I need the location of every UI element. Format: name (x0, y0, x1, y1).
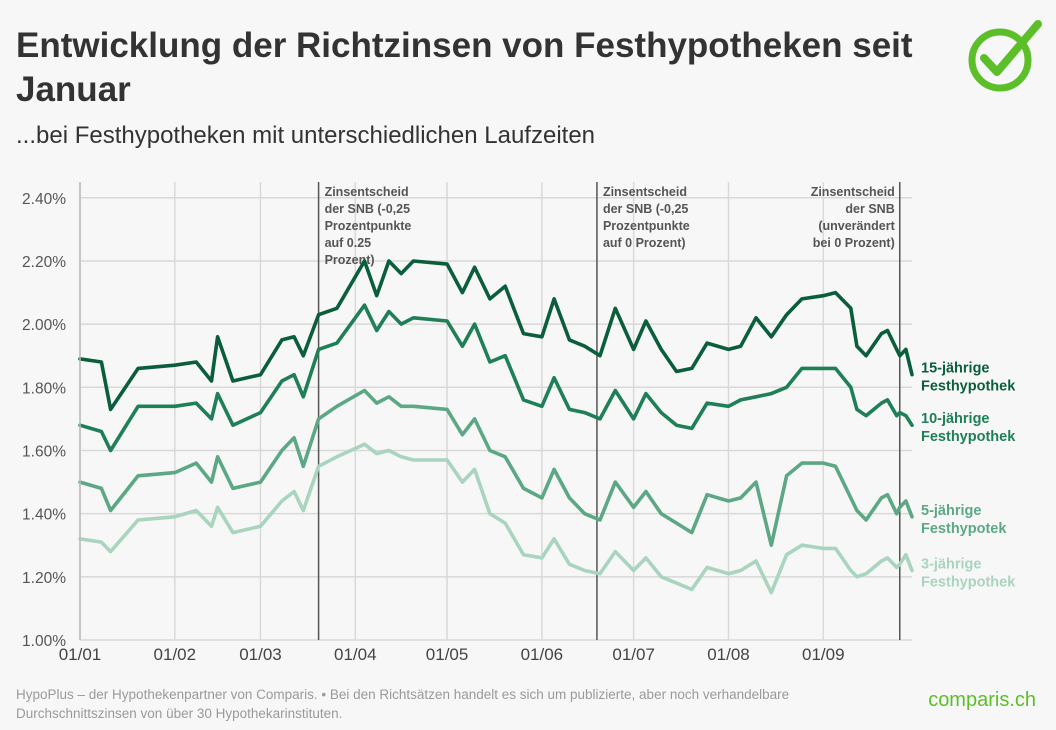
y-tick-label: 1.80% (22, 380, 66, 397)
chart-title: Entwicklung der Richtzinsen von Festhypo… (16, 26, 913, 109)
series-line (78, 442, 914, 595)
x-tick-label: 01/07 (612, 645, 655, 664)
series-labels: 15-jährige Festhypothek 10-jährige Festhypo… (921, 361, 1016, 591)
y-tick-label: 1.60% (22, 443, 66, 460)
y-tick-label: 2.40% (22, 191, 66, 208)
event-markers: Zinsentscheid der SNB (-0,25 Prozentpunkte… (317, 182, 901, 640)
event-annotation-line: Prozentpunkte (325, 219, 412, 233)
event-annotation-line: auf 0.25 (325, 236, 372, 250)
y-tick-label: 2.00% (22, 317, 66, 334)
x-tick-label: 01/04 (334, 645, 377, 664)
series-line (78, 388, 914, 547)
series-label: Festhypothek (921, 379, 1016, 395)
event-annotation-line: auf 0 Prozent) (603, 236, 686, 250)
series-label: 3-jährige (921, 557, 981, 573)
x-tick-label: 01/01 (59, 645, 102, 664)
x-tick-label: 01/06 (521, 645, 564, 664)
series-label: 15-jährige (921, 361, 990, 377)
event-annotation-line: Zinsentscheid (325, 185, 409, 199)
event-annotation-line: der SNB (845, 202, 894, 216)
event-annotation-line: der SNB (-0,25 (325, 202, 410, 216)
event-annotation-line: Prozentpunkte (603, 219, 690, 233)
rate-chart: Zinsentscheid der SNB (-0,25 Prozentpunkte… (22, 182, 1016, 664)
y-tick-label: 2.20% (22, 254, 66, 271)
x-tick-label: 01/05 (426, 645, 469, 664)
x-tick-label: 01/03 (239, 645, 282, 664)
series-line (78, 259, 914, 412)
chart-subtitle: ...bei Festhypotheken mit unterschiedlic… (16, 122, 596, 149)
series-label: 10-jährige (921, 411, 990, 427)
event-annotation-line: Zinsentscheid (603, 185, 687, 199)
x-tick-label: 01/09 (802, 645, 845, 664)
series-label: Festhypothek (921, 575, 1016, 591)
check-circle-icon (968, 20, 1042, 92)
series-label: Festhypothek (921, 429, 1016, 445)
series-lines (78, 259, 914, 595)
event-annotation-line: bei 0 Prozent) (813, 236, 895, 250)
y-tick-label: 1.40% (22, 507, 66, 524)
event-annotation-line: (unverändert (818, 219, 895, 233)
axes: 1.00% 1.20% 1.40% 1.60% 1.80% 2.00% 2.20% 2.40%… (22, 182, 845, 664)
series-label: Festhypotek (921, 521, 1007, 537)
footer-note: HypoPlus – der Hypothekenpartner von Com… (16, 687, 790, 721)
brand-logo-text[interactable]: comparis.ch (928, 689, 1036, 711)
event-annotation-line: der SNB (-0,25 (603, 202, 688, 216)
series-line (78, 303, 914, 453)
y-tick-label: 1.20% (22, 570, 66, 587)
series-label: 5-jährige (921, 503, 981, 519)
x-tick-label: 01/08 (707, 645, 750, 664)
x-tick-label: 01/02 (154, 645, 197, 664)
y-tick-label: 1.00% (22, 633, 66, 650)
event-annotation-line: Zinsentscheid (811, 185, 895, 199)
